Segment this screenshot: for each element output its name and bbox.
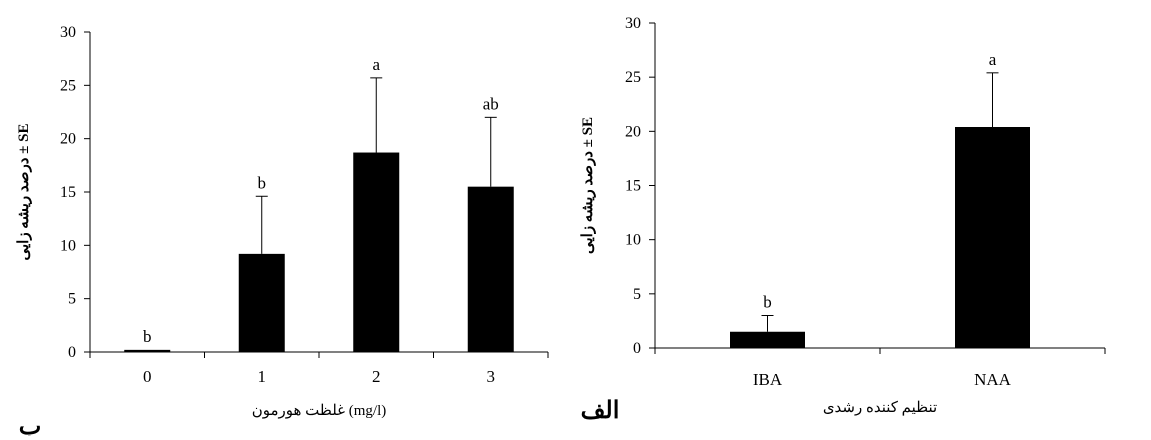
panel1-category-label: 0 — [143, 367, 152, 386]
panel2-panel-label: الف — [581, 398, 620, 424]
panel1-y-tick-label: 15 — [60, 184, 76, 201]
panel2-bar — [730, 331, 805, 348]
panel2-category-label: NAA — [974, 370, 1012, 389]
panel2-category-label: IBA — [753, 370, 783, 389]
panel1-bar — [238, 253, 285, 352]
panel1-category-label: 1 — [258, 367, 267, 386]
panel1-y-axis-title: درصد ریشه زایی ± SE — [16, 123, 32, 260]
panel1-significance-label: ab — [483, 94, 499, 113]
panel1-bar — [467, 186, 514, 352]
panel1-y-tick-label: 0 — [68, 344, 76, 361]
panel1-significance-label: a — [372, 55, 380, 74]
panel2-y-tick-label: 5 — [633, 286, 641, 303]
panel1-y-tick-label: 30 — [60, 24, 76, 41]
panel2-y-tick-label: 20 — [625, 123, 641, 140]
panel2-y-tick-label: 30 — [625, 15, 641, 32]
panel1-y-tick-label: 10 — [60, 237, 76, 254]
panel1-bar — [353, 152, 400, 352]
panel1-panel-label: ب — [19, 414, 42, 436]
panel2-y-tick-label: 25 — [625, 69, 641, 86]
panel1-x-axis-title: غلظت هورمون (mg/l) — [252, 403, 387, 419]
panel1-y-tick-label: 25 — [60, 77, 76, 94]
panel1-significance-label: b — [143, 327, 152, 346]
panel2-significance-label: b — [763, 293, 772, 312]
panel1-y-tick-label: 20 — [60, 131, 76, 148]
panel1-significance-label: b — [258, 173, 267, 192]
panel2-y-tick-label: 0 — [633, 340, 641, 357]
panel2-significance-label: a — [989, 50, 997, 69]
panel2-bar — [955, 127, 1030, 348]
panel1-bar — [124, 349, 171, 352]
panel2-y-tick-label: 15 — [625, 178, 641, 195]
panel2-x-axis-title: تنظیم کننده رشدی — [823, 400, 937, 416]
panel2-y-tick-label: 10 — [625, 232, 641, 249]
panel1-y-tick-label: 5 — [68, 291, 76, 308]
panel1-category-label: 2 — [372, 367, 381, 386]
panel2-y-axis-title: درصد ریشه زایی ± SE — [580, 117, 596, 254]
panel1-category-label: 3 — [487, 367, 496, 386]
